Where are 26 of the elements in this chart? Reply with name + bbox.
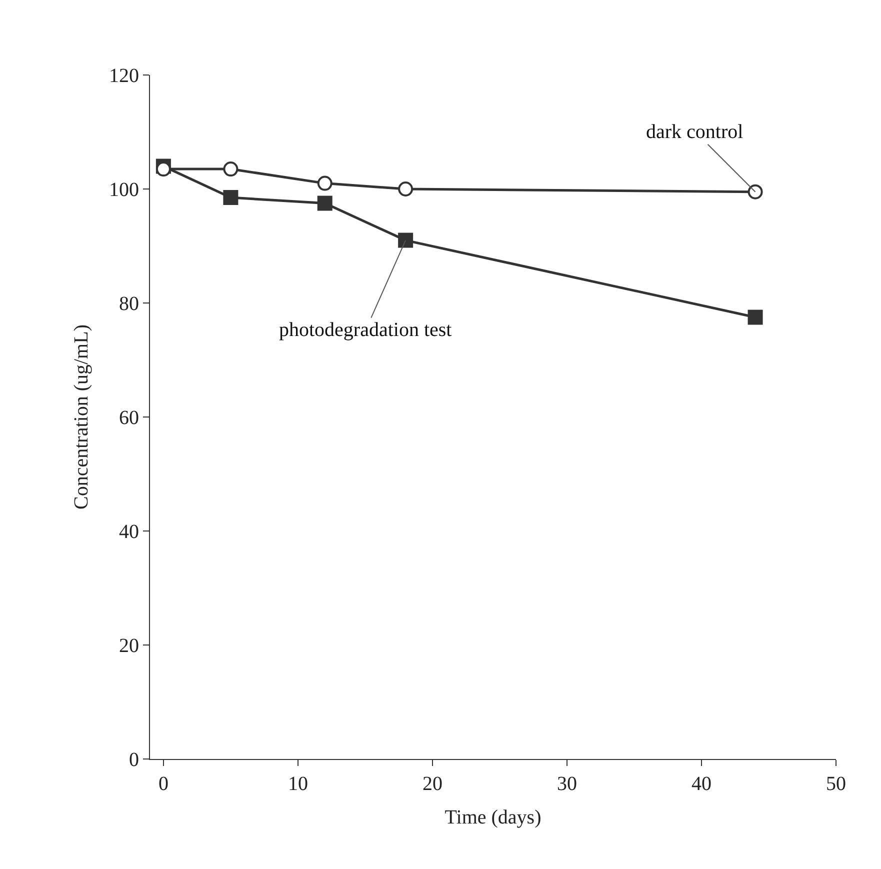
y-tick-label: 120: [109, 65, 139, 87]
x-tick-label: 40: [691, 773, 712, 795]
point: [398, 232, 414, 248]
point: [748, 184, 763, 200]
y-tick-label: 60: [119, 407, 139, 429]
annotation: photodegradation test: [279, 319, 452, 341]
point: [223, 162, 238, 177]
point: [317, 196, 332, 211]
point: [223, 190, 238, 206]
y-tick-label: 20: [119, 635, 139, 657]
x-tick-label: 10: [288, 773, 308, 795]
y-axis-title: Concentration (ug/mL): [70, 324, 92, 510]
point: [317, 176, 332, 191]
y-tick-label: 40: [119, 521, 139, 543]
point: [156, 162, 171, 177]
x-tick-label: 50: [826, 773, 846, 795]
point: [748, 310, 763, 325]
point: [398, 182, 414, 196]
x-tick-label: 30: [556, 773, 577, 795]
x-tick-label: 0: [158, 773, 168, 795]
x-tick-label: 20: [422, 773, 442, 795]
annotation: dark control: [646, 121, 744, 143]
x-axis-title: Time (days): [444, 806, 542, 828]
y-tick-label: 0: [129, 749, 139, 771]
y-tick-label: 80: [119, 293, 139, 315]
y-tick-label: 100: [109, 179, 139, 201]
